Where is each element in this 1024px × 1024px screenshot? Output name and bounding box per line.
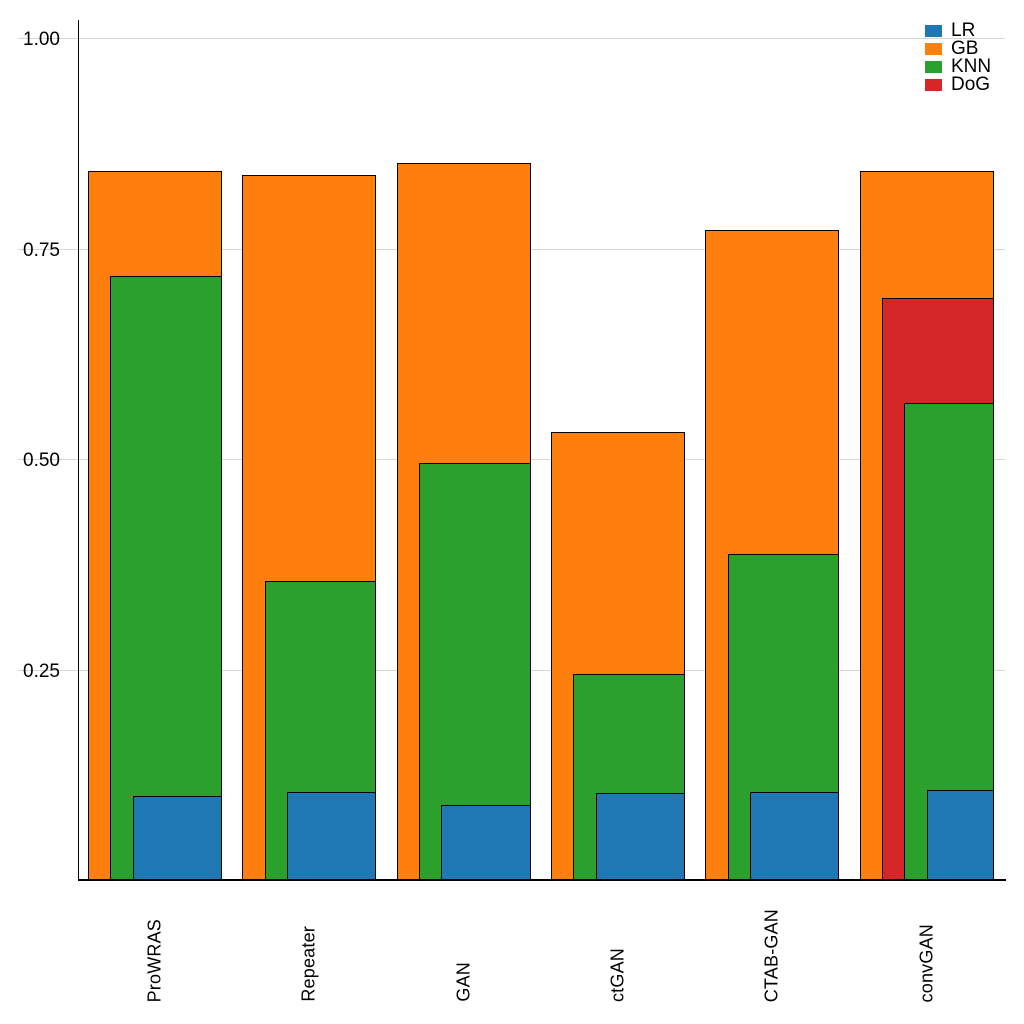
x-category-label-convGAN: convGAN	[916, 923, 937, 1002]
legend-row-DoG: DoG	[925, 74, 991, 95]
y-tick-label: 0.25	[23, 660, 60, 682]
plot-panel	[79, 20, 1005, 880]
legend-swatch-icon	[925, 25, 942, 37]
x-category-label-Repeater: Repeater	[298, 926, 319, 1002]
bar-ProWRAS-KNN	[110, 276, 222, 880]
x-category-label-ProWRAS: ProWRAS	[144, 918, 165, 1002]
bar-ProWRAS-LR	[132, 795, 222, 880]
legend-swatch-icon	[925, 79, 942, 91]
legend-label: DoG	[951, 74, 991, 95]
bar-convGAN-LR	[926, 789, 994, 880]
legend-swatch-icon	[925, 61, 942, 73]
legend-label: LR	[951, 20, 976, 41]
x-axis-line	[77, 879, 1006, 881]
bar-GAN-LR	[441, 805, 531, 880]
y-axis-line	[77, 20, 79, 880]
bar-Repeater-LR	[287, 791, 377, 880]
legend-row-GB: GB	[925, 38, 991, 59]
legend-label: KNN	[951, 56, 992, 77]
x-category-label-GAN: GAN	[453, 962, 474, 1002]
bar-CTAB-GAN-LR	[750, 791, 840, 880]
y-tick-label: 1.00	[23, 29, 60, 50]
legend-swatch-icon	[925, 43, 942, 55]
legend-row-KNN: KNN	[925, 56, 992, 77]
x-category-label-ctGAN: ctGAN	[607, 947, 628, 1002]
legend-label: GB	[951, 38, 979, 59]
legend: LR GB KNN DoG	[925, 20, 992, 95]
y-tick-label: 0.50	[23, 450, 60, 471]
bar-ctGAN-LR	[595, 793, 685, 880]
x-category-label-CTAB-GAN: CTAB-GAN	[761, 908, 782, 1002]
legend-row-LR: LR	[925, 20, 991, 41]
y-tick-label: 0.75	[23, 239, 60, 261]
